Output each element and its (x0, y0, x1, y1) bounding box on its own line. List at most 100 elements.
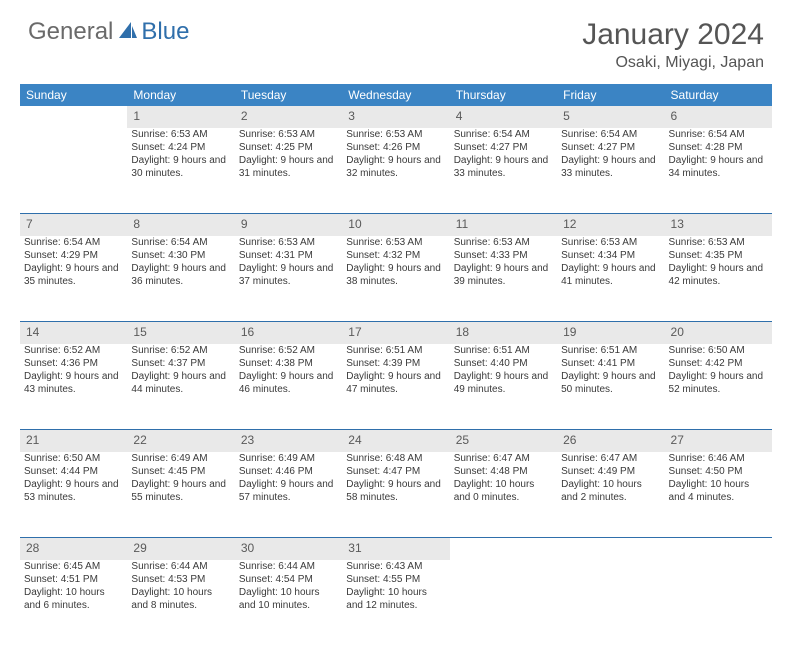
daylight-line: Daylight: 9 hours and 33 minutes. (561, 154, 660, 180)
sunset-line: Sunset: 4:27 PM (454, 141, 553, 154)
day-number: 19 (557, 322, 664, 344)
logo: General Blue (28, 18, 189, 46)
sunrise-line: Sunrise: 6:52 AM (131, 344, 230, 357)
sunrise-line: Sunrise: 6:52 AM (239, 344, 338, 357)
empty-cell (557, 538, 664, 560)
sunset-line: Sunset: 4:54 PM (239, 573, 338, 586)
daylight-line: Daylight: 9 hours and 52 minutes. (669, 370, 768, 396)
day-number-row: 123456 (20, 106, 772, 128)
day-cell: Sunrise: 6:44 AMSunset: 4:53 PMDaylight:… (127, 560, 234, 646)
day-cell: Sunrise: 6:52 AMSunset: 4:38 PMDaylight:… (235, 344, 342, 430)
sunset-line: Sunset: 4:41 PM (561, 357, 660, 370)
empty-cell (665, 538, 772, 560)
sunrise-line: Sunrise: 6:43 AM (346, 560, 445, 573)
day-number: 6 (665, 106, 772, 128)
day-number-row: 78910111213 (20, 214, 772, 236)
weekday-header-row: Sunday Monday Tuesday Wednesday Thursday… (20, 84, 772, 106)
day-cell: Sunrise: 6:45 AMSunset: 4:51 PMDaylight:… (20, 560, 127, 646)
day-number: 8 (127, 214, 234, 236)
day-number-row: 14151617181920 (20, 322, 772, 344)
day-number: 14 (20, 322, 127, 344)
sunrise-line: Sunrise: 6:51 AM (346, 344, 445, 357)
day-number: 9 (235, 214, 342, 236)
empty-cell (20, 106, 127, 128)
empty-cell (450, 538, 557, 560)
day-number: 23 (235, 430, 342, 452)
sunrise-line: Sunrise: 6:53 AM (239, 236, 338, 249)
weekday-header: Friday (557, 84, 664, 106)
sunset-line: Sunset: 4:50 PM (669, 465, 768, 478)
calendar-table: Sunday Monday Tuesday Wednesday Thursday… (20, 84, 772, 646)
day-number: 27 (665, 430, 772, 452)
sunrise-line: Sunrise: 6:50 AM (24, 452, 123, 465)
day-number: 12 (557, 214, 664, 236)
sunrise-line: Sunrise: 6:53 AM (346, 236, 445, 249)
sunset-line: Sunset: 4:55 PM (346, 573, 445, 586)
day-cell: Sunrise: 6:53 AMSunset: 4:25 PMDaylight:… (235, 128, 342, 214)
day-cell: Sunrise: 6:52 AMSunset: 4:37 PMDaylight:… (127, 344, 234, 430)
day-info-row: Sunrise: 6:54 AMSunset: 4:29 PMDaylight:… (20, 236, 772, 322)
daylight-line: Daylight: 9 hours and 36 minutes. (131, 262, 230, 288)
sunset-line: Sunset: 4:45 PM (131, 465, 230, 478)
daylight-line: Daylight: 9 hours and 39 minutes. (454, 262, 553, 288)
sunset-line: Sunset: 4:42 PM (669, 357, 768, 370)
empty-cell (665, 560, 772, 646)
sunrise-line: Sunrise: 6:51 AM (454, 344, 553, 357)
day-number: 13 (665, 214, 772, 236)
day-number: 7 (20, 214, 127, 236)
daylight-line: Daylight: 9 hours and 46 minutes. (239, 370, 338, 396)
sunrise-line: Sunrise: 6:54 AM (561, 128, 660, 141)
day-cell: Sunrise: 6:54 AMSunset: 4:27 PMDaylight:… (450, 128, 557, 214)
sunset-line: Sunset: 4:34 PM (561, 249, 660, 262)
day-number: 24 (342, 430, 449, 452)
daylight-line: Daylight: 9 hours and 41 minutes. (561, 262, 660, 288)
day-number: 11 (450, 214, 557, 236)
day-cell: Sunrise: 6:51 AMSunset: 4:39 PMDaylight:… (342, 344, 449, 430)
day-cell: Sunrise: 6:50 AMSunset: 4:42 PMDaylight:… (665, 344, 772, 430)
daylight-line: Daylight: 10 hours and 6 minutes. (24, 586, 123, 612)
day-info-row: Sunrise: 6:50 AMSunset: 4:44 PM Daylight:… (20, 452, 772, 538)
sunrise-line: Sunrise: 6:45 AM (24, 560, 123, 573)
sunset-line: Sunset: 4:46 PM (239, 465, 338, 478)
sunset-line: Sunset: 4:31 PM (239, 249, 338, 262)
sunset-line: Sunset: 4:44 PM (24, 465, 123, 478)
sunrise-line: Sunrise: 6:54 AM (454, 128, 553, 141)
sunrise-line: Sunrise: 6:47 AM (561, 452, 660, 465)
day-number: 16 (235, 322, 342, 344)
sunset-line: Sunset: 4:38 PM (239, 357, 338, 370)
day-number: 10 (342, 214, 449, 236)
header: General Blue January 2024 Osaki, Miyagi,… (0, 0, 792, 80)
daylight-line: Daylight: 9 hours and 32 minutes. (346, 154, 445, 180)
day-number: 15 (127, 322, 234, 344)
location-subtitle: Osaki, Miyagi, Japan (582, 54, 764, 72)
sunrise-line: Sunrise: 6:49 AM (131, 452, 230, 465)
day-number: 30 (235, 538, 342, 560)
sunrise-line: Sunrise: 6:51 AM (561, 344, 660, 357)
sunrise-line: Sunrise: 6:46 AM (669, 452, 768, 465)
day-number: 21 (20, 430, 127, 452)
day-number: 18 (450, 322, 557, 344)
day-number: 3 (342, 106, 449, 128)
sunrise-line: Sunrise: 6:54 AM (24, 236, 123, 249)
daylight-line: Daylight: 9 hours and 31 minutes. (239, 154, 338, 180)
day-cell: Sunrise: 6:54 AMSunset: 4:30 PMDaylight:… (127, 236, 234, 322)
empty-cell (20, 128, 127, 214)
daylight-line: Daylight: 9 hours and 43 minutes. (24, 370, 123, 396)
day-cell: Sunrise: 6:47 AMSunset: 4:49 PMDaylight:… (557, 452, 664, 538)
sunset-line: Sunset: 4:28 PM (669, 141, 768, 154)
daylight-line: Daylight: 10 hours and 2 minutes. (561, 478, 660, 504)
sunset-line: Sunset: 4:33 PM (454, 249, 553, 262)
sunset-line: Sunset: 4:32 PM (346, 249, 445, 262)
daylight-line: Daylight: 10 hours and 10 minutes. (239, 586, 338, 612)
daylight-line: Daylight: 9 hours and 37 minutes. (239, 262, 338, 288)
day-cell: Sunrise: 6:51 AMSunset: 4:41 PMDaylight:… (557, 344, 664, 430)
sunrise-line: Sunrise: 6:54 AM (669, 128, 768, 141)
logo-text-general: General (28, 18, 113, 46)
sunset-line: Sunset: 4:26 PM (346, 141, 445, 154)
sunset-line: Sunset: 4:53 PM (131, 573, 230, 586)
weekday-header: Thursday (450, 84, 557, 106)
weekday-header: Sunday (20, 84, 127, 106)
sunrise-line: Sunrise: 6:50 AM (669, 344, 768, 357)
empty-cell (450, 560, 557, 646)
day-cell: Sunrise: 6:47 AMSunset: 4:48 PMDaylight:… (450, 452, 557, 538)
